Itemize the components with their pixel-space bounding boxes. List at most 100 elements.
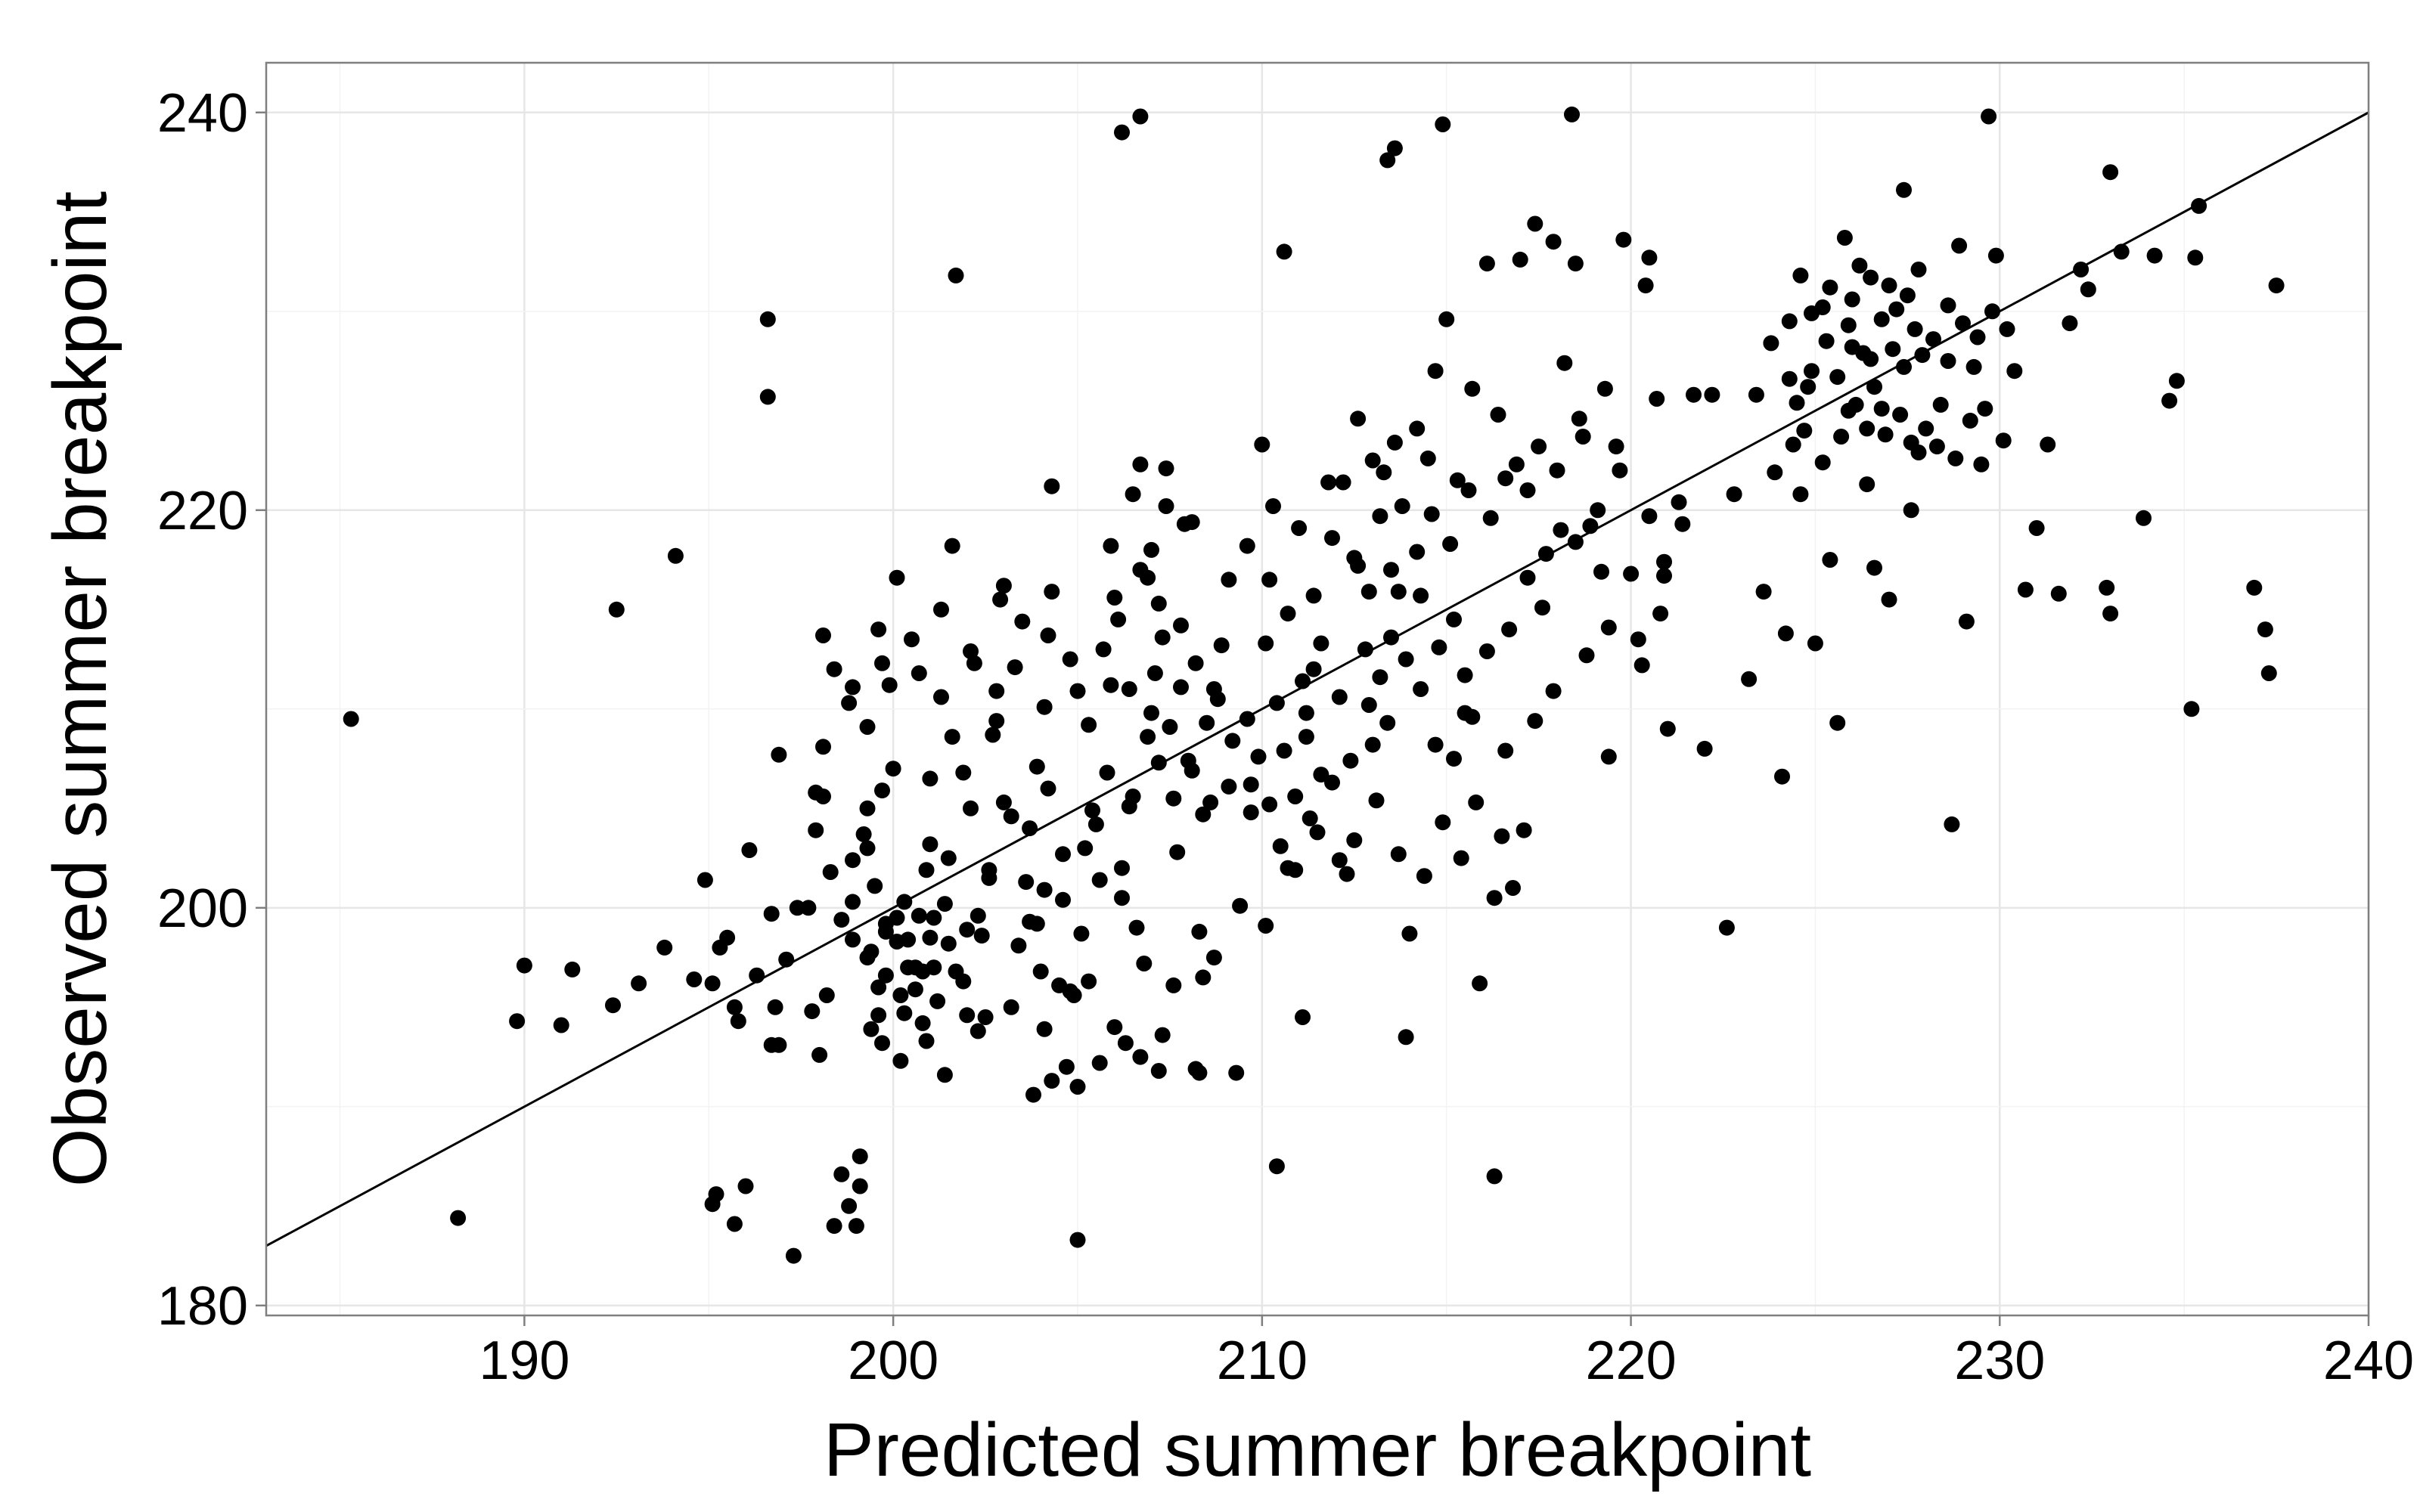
data-point — [2062, 315, 2078, 332]
data-point — [1150, 1063, 1167, 1079]
data-point — [1881, 591, 1897, 608]
data-point — [911, 907, 927, 924]
data-point — [1036, 1021, 1053, 1037]
data-point — [1696, 740, 1713, 757]
data-point — [1630, 631, 1646, 648]
data-point — [1114, 860, 1130, 876]
data-point — [1885, 341, 1901, 358]
data-point — [995, 578, 1012, 594]
data-point — [1442, 536, 1459, 552]
data-point — [1173, 679, 1189, 696]
data-point — [1829, 714, 1846, 731]
data-point — [992, 591, 1009, 608]
data-point — [1291, 520, 1308, 536]
data-point — [1036, 881, 1053, 898]
data-point — [1040, 627, 1056, 643]
data-point — [1114, 124, 1130, 141]
data-point — [1840, 317, 1857, 333]
data-point — [1652, 606, 1669, 622]
data-point — [1704, 386, 1720, 403]
data-point — [800, 900, 817, 916]
data-point — [2073, 262, 2090, 277]
data-point — [1232, 897, 1249, 914]
data-point — [789, 900, 805, 916]
data-point — [767, 999, 783, 1015]
data-point — [1656, 553, 1672, 570]
data-point — [1748, 386, 1764, 403]
data-point — [1486, 1168, 1503, 1185]
data-point — [1792, 486, 1809, 503]
data-point — [1649, 391, 1665, 407]
data-point — [874, 655, 890, 671]
data-point — [1239, 538, 1255, 554]
data-point — [826, 661, 842, 677]
data-point — [2183, 701, 2200, 717]
data-point — [2187, 249, 2204, 266]
data-point — [1044, 584, 1060, 600]
data-point — [1928, 438, 1945, 455]
data-point — [1490, 407, 1506, 423]
x-tick-label: 220 — [1585, 1331, 1676, 1391]
data-point — [1169, 844, 1186, 860]
data-point — [966, 655, 982, 671]
data-point — [1268, 1158, 1285, 1175]
data-point — [1435, 116, 1451, 132]
data-point — [1087, 816, 1104, 832]
data-point — [977, 1009, 994, 1025]
data-point — [944, 538, 960, 554]
data-point — [1914, 347, 1931, 364]
data-point — [948, 963, 964, 980]
data-point — [1984, 303, 2000, 320]
data-point — [933, 689, 949, 705]
data-point — [833, 912, 850, 928]
data-point — [1804, 305, 1820, 321]
data-point — [874, 782, 890, 799]
data-point — [2028, 520, 2045, 536]
data-point — [885, 761, 901, 777]
data-point — [2161, 392, 2178, 409]
reference-line-group — [265, 111, 2369, 1247]
data-point — [1010, 937, 1027, 954]
data-point — [1383, 629, 1399, 646]
data-point — [1892, 407, 1909, 423]
data-point — [955, 764, 972, 781]
data-point — [686, 971, 703, 987]
data-point — [1360, 584, 1377, 600]
data-point — [1564, 106, 1580, 122]
data-point — [1140, 729, 1156, 745]
data-point — [1003, 999, 1019, 1015]
data-point — [1298, 705, 1314, 721]
data-point — [785, 1247, 802, 1264]
data-point — [1634, 657, 1650, 674]
data-point — [1350, 411, 1367, 427]
x-tick-label: 240 — [2323, 1331, 2414, 1391]
data-point — [1423, 506, 1440, 522]
data-point — [1457, 667, 1473, 683]
data-point — [922, 836, 939, 853]
data-point — [1261, 572, 1278, 588]
data-point — [771, 746, 787, 763]
data-point — [822, 864, 839, 880]
data-point — [1305, 587, 1322, 604]
data-point — [1973, 456, 1990, 472]
data-point — [1987, 247, 2004, 264]
data-point — [1877, 426, 1894, 443]
data-point — [1925, 331, 1941, 348]
data-point — [1055, 846, 1071, 863]
data-point — [918, 862, 935, 878]
data-point — [708, 1186, 724, 1203]
data-point — [1184, 762, 1200, 779]
data-point — [1228, 1064, 1245, 1081]
data-point — [1331, 852, 1348, 869]
data-point — [845, 679, 861, 696]
data-point — [1044, 1073, 1060, 1089]
data-point — [1091, 1055, 1108, 1071]
data-point — [1132, 108, 1149, 125]
data-point — [959, 1007, 976, 1024]
data-point — [1401, 925, 1418, 942]
data-point — [1320, 474, 1337, 491]
data-point — [1800, 379, 1817, 395]
data-point — [2040, 436, 2056, 453]
data-point — [1398, 651, 1414, 668]
